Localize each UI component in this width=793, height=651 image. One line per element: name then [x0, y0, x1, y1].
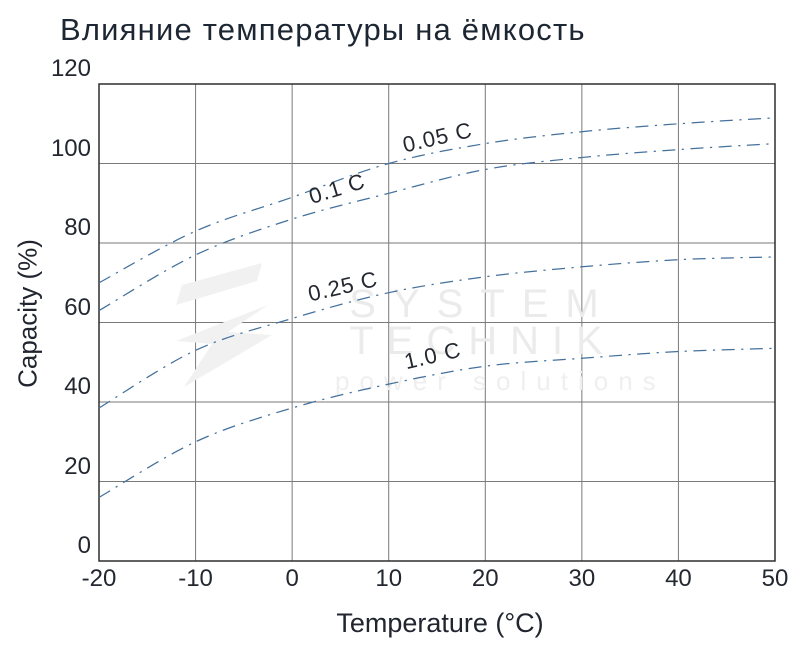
chart-title: Влияние температуры на ёмкость	[60, 12, 586, 47]
series-curve-0	[98, 117, 776, 284]
y-tick-label: 60	[64, 293, 91, 321]
x-tick-label: 50	[761, 565, 789, 592]
x-tick-label: -10	[178, 565, 213, 592]
x-tick-label: 20	[471, 565, 499, 592]
series-curve-2	[98, 256, 776, 409]
series-curve-1	[98, 142, 776, 312]
x-axis-title: Temperature (°C)	[336, 608, 544, 638]
y-tick-label: 80	[64, 214, 91, 241]
series-label-1: 0.1 C	[306, 168, 368, 209]
y-tick-label: 0	[77, 532, 91, 559]
y-tick-label: 120	[50, 55, 91, 82]
plot-border	[98, 83, 776, 562]
x-tick-label: 0	[285, 565, 299, 592]
x-tick-label: -20	[81, 565, 117, 592]
series-label-3: 1.0 C	[402, 337, 464, 374]
series-label-2: 0.25 C	[306, 266, 381, 306]
x-tick-label: 40	[665, 565, 692, 592]
x-tick-label: 10	[375, 565, 403, 592]
y-tick-label: 40	[64, 373, 91, 400]
x-tick-label: 30	[568, 565, 596, 592]
series-label-0: 0.05 C	[400, 117, 475, 157]
y-tick-label: 100	[50, 134, 91, 162]
y-tick-label: 20	[64, 452, 91, 480]
series-curve-3	[98, 347, 776, 498]
